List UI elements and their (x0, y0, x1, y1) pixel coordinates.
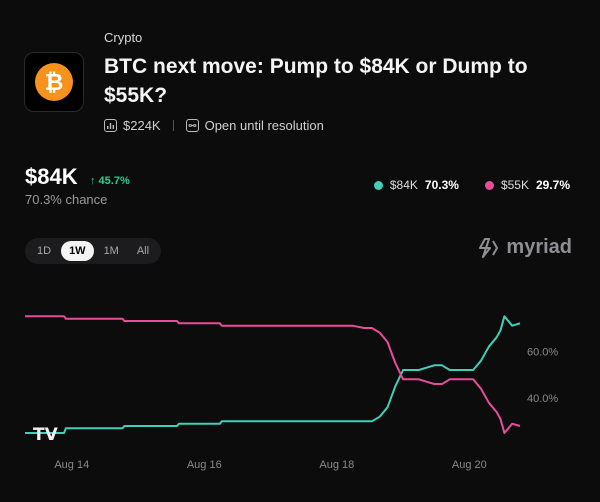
bar-chart-icon (104, 118, 117, 132)
market-title: BTC next move: Pump to $84K or Dump to $… (104, 55, 528, 107)
x-tick-label: Aug 20 (452, 459, 487, 471)
range-1m[interactable]: 1M (103, 245, 119, 257)
y-tick-label: 60.0% (527, 346, 558, 358)
price-chart: 60.0% 40.0% Aug 14 Aug 16 Aug 18 Aug 20 TV (25, 315, 558, 471)
volume-value: $224K (123, 117, 161, 133)
range-1w[interactable]: 1W (61, 241, 94, 261)
legend-label-dump: $55K (500, 178, 529, 192)
legend-item-dump: $55K 29.7% (484, 178, 570, 192)
outcome-legend: $84K 70.3% $55K 29.7% (373, 178, 570, 192)
x-tick-label: Aug 18 (319, 459, 354, 471)
x-tick-label: Aug 16 (187, 459, 222, 471)
legend-label-pump: $84K (389, 178, 418, 192)
svg-text:₿: ₿ (45, 70, 64, 96)
time-range-selector: 1D 1W 1M All (25, 238, 162, 264)
legend-item-pump: $84K 70.3% (373, 178, 459, 192)
infinity-icon (185, 118, 199, 132)
tradingview-watermark: TV (33, 425, 59, 445)
chance-text: 70.3% chance (25, 192, 108, 207)
status-stat: Open until resolution (185, 117, 324, 133)
myriad-logo-icon (479, 237, 499, 258)
status-text: Open until resolution (204, 117, 324, 133)
range-1d[interactable]: 1D (37, 245, 52, 257)
range-all[interactable]: All (136, 245, 150, 257)
legend-value-pump: 70.3% (424, 178, 459, 192)
market-category[interactable]: Crypto (104, 30, 143, 45)
volume-stat: $224K (104, 118, 161, 133)
y-tick-label: 40.0% (527, 393, 558, 405)
legend-dot-dump (484, 180, 494, 190)
leading-outcome-price: $84K (25, 164, 78, 189)
svg-text:TV: TV (33, 425, 59, 445)
meta-divider (172, 119, 174, 131)
legend-value-dump: 29.7% (535, 178, 570, 192)
series-line-dump (25, 315, 521, 434)
x-tick-label: Aug 14 (54, 459, 89, 471)
series-line-pump (25, 315, 521, 434)
brand-name: myriad (506, 236, 572, 258)
market-logo: ₿ (24, 52, 84, 112)
bitcoin-icon: ₿ (35, 63, 73, 101)
price-change: ↑ 45.7% (90, 175, 130, 187)
market-meta: $224K Open until resolution (104, 116, 324, 134)
legend-dot-pump (373, 180, 383, 190)
brand-logo: myriad (478, 236, 572, 259)
